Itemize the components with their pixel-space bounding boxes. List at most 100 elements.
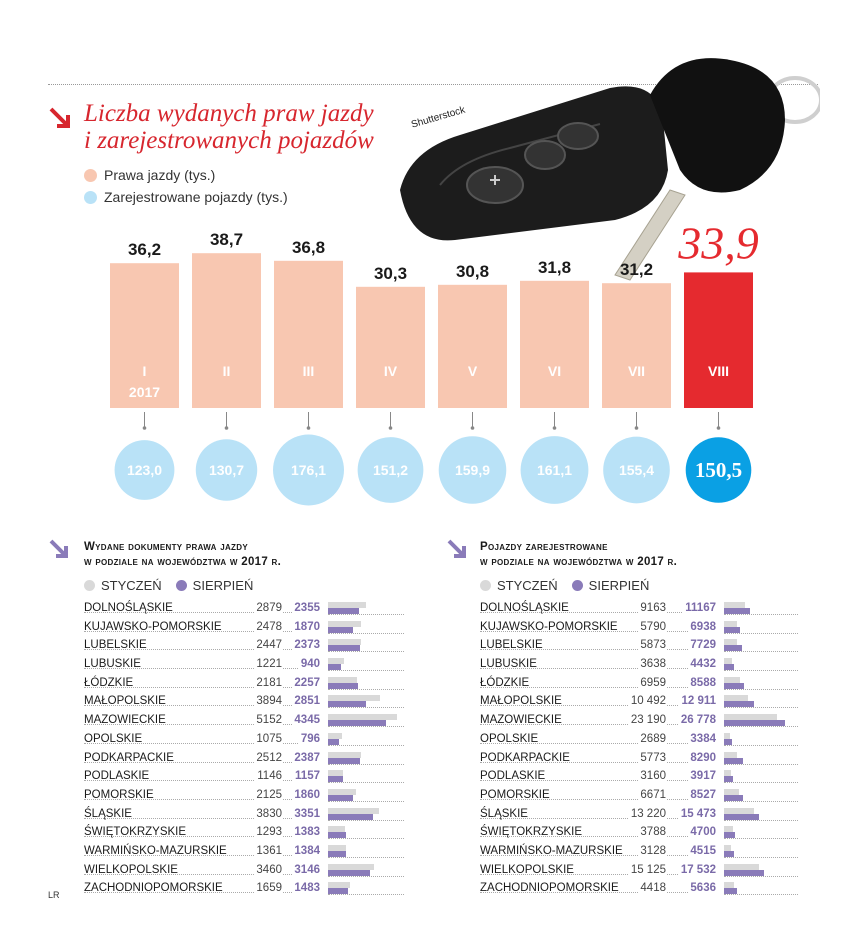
- legend-january-swatch: [480, 580, 491, 591]
- region-name: PODLASKIE: [480, 770, 546, 783]
- vehicles-table: DOLNOŚLĄSKIE 9163 11167 KUJAWSKO-POMORSKIE 5…: [480, 600, 798, 899]
- license-value-label: 30,8: [456, 262, 489, 281]
- table-row: PODLASKIE 1146 1157: [84, 768, 404, 787]
- august-value: 8527: [688, 788, 716, 801]
- january-value: 9163: [638, 602, 666, 614]
- january-value: 2125: [254, 788, 282, 801]
- august-bar: [724, 720, 786, 727]
- row-leader: [84, 817, 320, 819]
- row-leader: [480, 873, 716, 875]
- table-row: MAZOWIECKIE 5152 4345: [84, 712, 404, 731]
- january-value: 1361: [254, 844, 282, 857]
- row-rule: [724, 763, 798, 765]
- january-value: 3160: [638, 770, 666, 783]
- august-value: 15 473: [678, 807, 716, 820]
- august-value: 12 911: [679, 695, 716, 708]
- august-value: 4515: [688, 844, 716, 857]
- region-name: ŚLĄSKIE: [480, 807, 528, 820]
- vehicles-section-title: Pojazdy zarejestrowane w podziale na woj…: [480, 540, 677, 570]
- registered-circle: [603, 436, 670, 504]
- row-rule: [724, 688, 798, 690]
- january-value: 3638: [638, 658, 666, 671]
- row-leader: [84, 705, 320, 707]
- august-bar: [328, 776, 344, 783]
- january-value: 1146: [255, 770, 282, 783]
- row-rule: [724, 894, 798, 896]
- august-bar: [724, 738, 732, 745]
- january-value: 3460: [254, 863, 282, 876]
- table-row: OPOLSKIE 2689 3384: [480, 731, 798, 750]
- august-value: 4432: [688, 658, 716, 671]
- january-bar: [328, 807, 380, 814]
- legend-registered-swatch: [84, 190, 97, 204]
- august-bar: [724, 832, 735, 839]
- legend-licenses-swatch: [84, 168, 97, 182]
- arrow-down-right-icon: [49, 539, 68, 558]
- table-row: PODLASKIE 3160 3917: [480, 768, 798, 787]
- january-value: 5790: [638, 620, 666, 633]
- august-bar: [724, 794, 744, 801]
- region-name: MAZOWIECKIE: [84, 714, 166, 727]
- region-name: OPOLSKIE: [84, 732, 143, 745]
- row-rule: [328, 726, 404, 728]
- legend-august-swatch: [571, 580, 583, 591]
- august-bar: [724, 757, 743, 764]
- licenses-legend: STYCZEŃ SIERPIEŃ: [84, 578, 267, 593]
- region-name: LUBUSKIE: [480, 658, 537, 671]
- january-bar: [724, 658, 733, 665]
- license-bar: [274, 260, 343, 408]
- august-value: 26 778: [678, 714, 716, 727]
- legend-january-label: STYCZEŃ: [497, 578, 558, 593]
- registered-circle: [195, 439, 258, 501]
- table-row: KUJAWSKO-POMORSKIE 5790 6938: [480, 619, 798, 638]
- row-leader: [84, 724, 320, 726]
- august-bar: [328, 794, 353, 801]
- license-bar: [520, 280, 589, 408]
- license-value-label: 38,7: [210, 230, 243, 249]
- august-bar: [328, 626, 353, 633]
- august-value: 1157: [293, 770, 320, 783]
- registered-circle: [114, 440, 175, 500]
- row-rule: [724, 726, 798, 728]
- table-row: DOLNOŚLĄSKIE 2879 2355: [84, 600, 404, 619]
- registered-value-label: 161,1: [537, 462, 572, 478]
- august-bar: [328, 813, 373, 820]
- january-bar: [724, 807, 755, 814]
- august-value: 3351: [292, 807, 320, 820]
- august-bar: [724, 701, 754, 708]
- license-bar: [602, 283, 671, 408]
- row-leader: [84, 612, 320, 613]
- row-leader: [84, 854, 320, 856]
- month-label: VIII: [708, 363, 729, 379]
- region-name: ŚWIĘTOKRZYSKIE: [480, 826, 583, 839]
- region-name: KUJAWSKO-POMORSKIE: [480, 620, 618, 633]
- license-bar: [192, 253, 261, 408]
- row-rule: [724, 800, 798, 802]
- january-bar: [724, 714, 777, 721]
- row-rule: [724, 819, 798, 821]
- row-rule: [724, 856, 798, 858]
- region-name: MAZOWIECKIE: [480, 714, 562, 727]
- row-rule: [328, 800, 404, 802]
- row-leader: [480, 817, 716, 819]
- connector-dot: [470, 426, 475, 430]
- august-value: 2851: [292, 695, 320, 708]
- august-value: 17 532: [678, 863, 716, 876]
- january-value: 2879: [254, 602, 282, 614]
- region-name: WARMIŃSKO-MAZURSKIE: [84, 844, 227, 857]
- connector-dot: [306, 426, 311, 430]
- registered-value-label: 176,1: [291, 462, 326, 478]
- license-bar: [438, 284, 507, 408]
- row-leader: [84, 761, 320, 763]
- row-leader: [480, 705, 716, 707]
- table-row: DOLNOŚLĄSKIE 9163 11167: [480, 600, 798, 619]
- august-value: 2355: [292, 602, 320, 614]
- region-name: LUBUSKIE: [84, 658, 141, 671]
- table-row: ŚLĄSKIE 3830 3351: [84, 806, 404, 825]
- august-bar: [328, 738, 339, 745]
- table-row: OPOLSKIE 1075 796: [84, 731, 404, 750]
- registered-circle: [273, 434, 344, 506]
- region-name: POMORSKIE: [480, 788, 550, 801]
- row-leader: [84, 836, 320, 838]
- legend-august-label: SIERPIEŃ: [192, 578, 254, 593]
